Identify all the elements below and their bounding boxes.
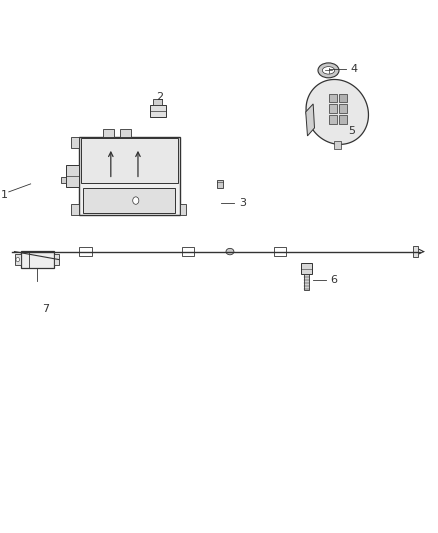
Bar (61, 177, 66, 183)
Text: 3: 3 (239, 198, 246, 207)
Bar (120, 130, 131, 137)
Text: 6: 6 (331, 275, 338, 285)
Text: 2: 2 (156, 92, 163, 102)
Bar (153, 99, 162, 105)
Bar (83, 188, 175, 213)
Ellipse shape (226, 248, 234, 255)
Bar (339, 94, 347, 102)
Bar (182, 247, 194, 256)
Bar (301, 263, 312, 274)
Bar (150, 105, 166, 117)
Ellipse shape (322, 67, 335, 74)
Bar (71, 204, 79, 214)
Bar (103, 130, 114, 137)
Bar (15, 254, 21, 265)
Circle shape (133, 197, 139, 204)
Bar (339, 104, 347, 113)
Bar (329, 115, 337, 124)
Bar (53, 254, 59, 265)
Text: 4: 4 (350, 64, 357, 74)
Text: 1: 1 (1, 190, 8, 199)
Bar (329, 94, 337, 102)
Polygon shape (306, 104, 314, 136)
Bar (334, 141, 341, 149)
Bar (66, 165, 79, 187)
Bar (180, 204, 186, 214)
Ellipse shape (318, 63, 339, 78)
Bar (81, 138, 178, 183)
Bar (71, 137, 79, 148)
Text: 7: 7 (42, 304, 49, 314)
Bar (329, 104, 337, 113)
Bar (217, 180, 223, 188)
Polygon shape (306, 79, 368, 144)
Bar (413, 246, 418, 257)
Bar (79, 137, 180, 214)
Bar (21, 251, 53, 268)
Bar (304, 274, 309, 290)
Bar (79, 247, 92, 256)
Bar (274, 247, 286, 256)
Bar (339, 115, 347, 124)
Text: 5: 5 (348, 126, 355, 135)
Circle shape (16, 257, 20, 262)
